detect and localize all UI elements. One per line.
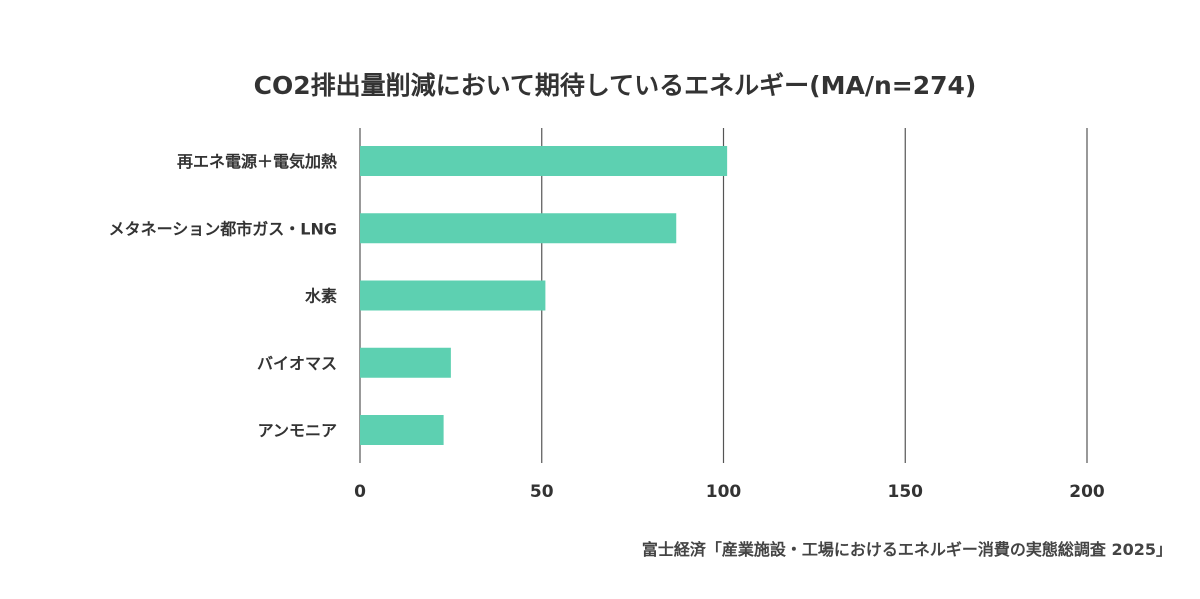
category-label: アンモニア [258, 421, 337, 440]
category-label: バイオマス [257, 354, 337, 373]
x-tick-label: 200 [1069, 482, 1105, 502]
bar-layer [360, 146, 728, 445]
x-tick-label: 100 [706, 482, 742, 502]
bar [360, 280, 546, 311]
x-tick-labels: 0 50 100 150 200 [354, 482, 1105, 502]
bar [360, 347, 451, 378]
x-tick-label: 150 [888, 482, 924, 502]
source-note: 富士経済「産業施設・工場におけるエネルギー消費の実態総調査 2025」 [641, 540, 1172, 559]
category-label: メタネーション都市ガス・LNG [109, 219, 337, 238]
bar [360, 146, 728, 176]
x-tick-label: 50 [530, 482, 554, 502]
bar [360, 213, 677, 244]
chart-title: CO2排出量削減において期待しているエネルギー(MA/n=274) [253, 71, 977, 100]
category-label: 水素 [305, 287, 337, 306]
bar [360, 415, 444, 445]
x-tick-label: 0 [354, 482, 366, 502]
category-label: 再エネ電源＋電気加熱 [177, 152, 337, 171]
